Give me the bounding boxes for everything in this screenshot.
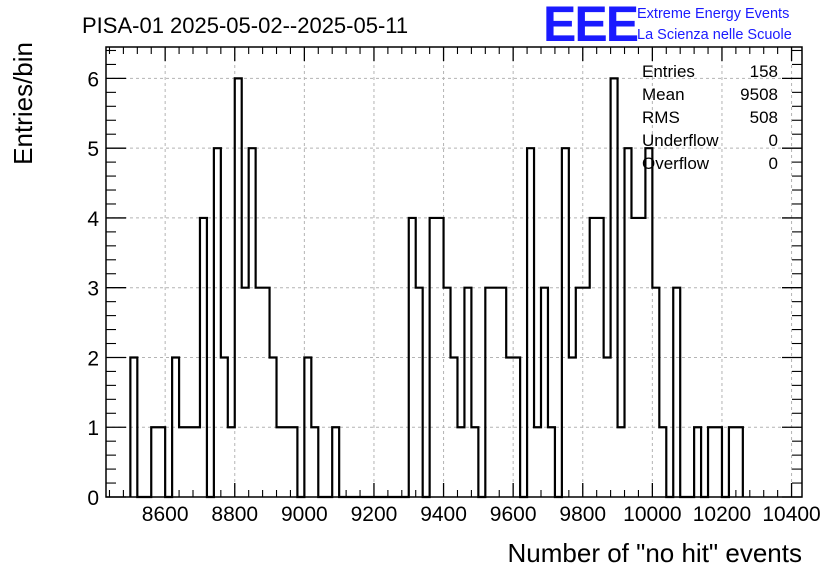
stats-underflow-label: Underflow	[642, 131, 719, 150]
y-tick-label: 2	[87, 347, 99, 370]
eee-logo: EEE Extreme Energy Events La Scienza nel…	[543, 0, 792, 52]
axis-ticks	[106, 47, 802, 498]
histogram-outline	[129, 77, 744, 499]
y-tick-label: 3	[87, 278, 99, 301]
x-tick-label: 10200	[693, 503, 751, 526]
x-tick-label: 9200	[351, 503, 398, 526]
x-tick-label: 8600	[142, 503, 189, 526]
stats-mean-label: Mean	[642, 85, 685, 104]
stats-rms-label: RMS	[642, 108, 680, 127]
stats-overflow-value: 0	[769, 154, 778, 173]
x-tick-label: 9000	[281, 503, 328, 526]
y-tick-label: 1	[87, 417, 99, 440]
stats-underflow-value: 0	[769, 131, 778, 150]
x-tick-label: 8800	[211, 503, 258, 526]
stats-box: Entries 158 Mean 9508 RMS 508 Underflow …	[642, 62, 778, 173]
tick-labels: 8600 8800 9000 9200 9400 9600 9800 10000 10200 10…	[87, 68, 820, 526]
x-tick-label: 10400	[762, 503, 820, 526]
y-axis-title: Entries/bin	[8, 42, 38, 165]
x-tick-label: 9400	[420, 503, 467, 526]
x-tick-label: 9800	[559, 503, 606, 526]
y-tick-label: 6	[87, 68, 99, 91]
plot-frame	[105, 46, 803, 498]
logo-line-2: La Scienza nelle Scuole	[637, 27, 792, 43]
chart-title: PISA-01 2025-05-02--2025-05-11	[82, 13, 408, 38]
stats-entries-label: Entries	[642, 62, 695, 81]
logo-eee-mark: EEE	[543, 0, 638, 52]
x-axis-title: Number of "no hit" events	[508, 538, 803, 568]
x-tick-label: 9600	[490, 503, 537, 526]
y-tick-label: 4	[87, 208, 99, 231]
x-tick-label: 10000	[623, 503, 681, 526]
stats-entries-value: 158	[750, 62, 778, 81]
stats-mean-value: 9508	[740, 85, 778, 104]
y-tick-label: 5	[87, 138, 99, 161]
logo-line-1: Extreme Energy Events	[637, 6, 789, 22]
grid	[106, 47, 802, 497]
stats-rms-value: 508	[750, 108, 778, 127]
y-tick-label: 0	[87, 487, 99, 510]
stats-overflow-label: Overflow	[642, 154, 710, 173]
